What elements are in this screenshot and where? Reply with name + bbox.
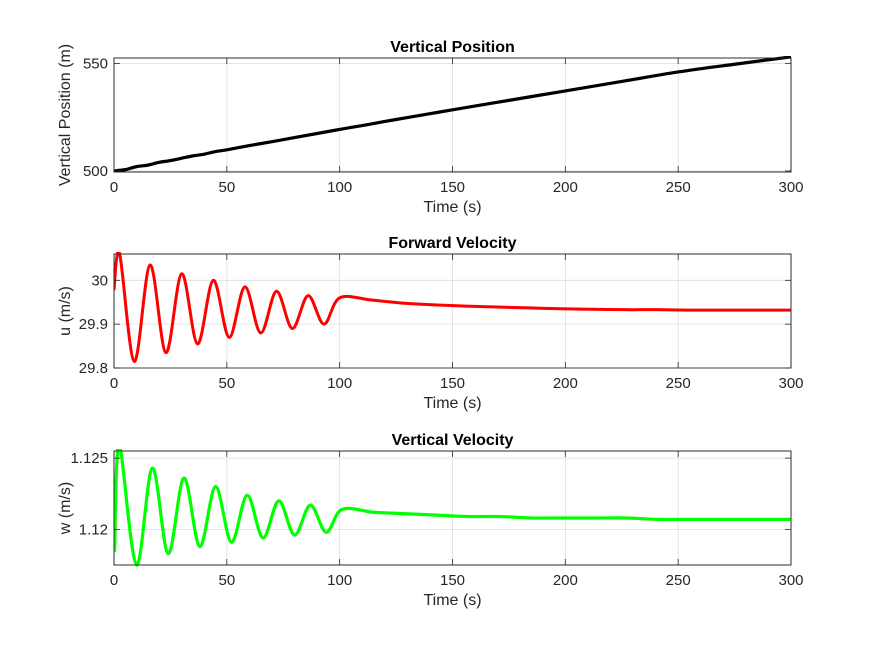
x-tick-label: 50 — [218, 572, 235, 589]
x-tick-label: 150 — [440, 179, 465, 196]
x-tick-label: 300 — [778, 179, 803, 196]
x-tick-label: 300 — [778, 572, 803, 589]
x-tick-label: 150 — [440, 572, 465, 589]
x-tick-label: 50 — [218, 179, 235, 196]
x-tick-label: 150 — [440, 375, 465, 392]
y-tick-label: 30 — [91, 272, 108, 289]
x-tick-label: 0 — [110, 572, 118, 589]
x-tick-label: 200 — [553, 572, 578, 589]
x-tick-label: 250 — [666, 572, 691, 589]
subplot-1: 0 50 100 150 200 250 300 500 550 Vertical Positio… — [57, 39, 804, 216]
x-tick-label: 100 — [327, 179, 352, 196]
x-axis-label: Time (s) — [423, 592, 481, 609]
y-axis-label: Vertical Position (m) — [57, 44, 74, 186]
y-tick-label: 1.12 — [79, 521, 108, 538]
series-line-1 — [114, 252, 791, 363]
series-line-1 — [114, 56, 791, 173]
x-axis-label: Time (s) — [423, 395, 481, 412]
subplot-3: 0 50 100 150 200 250 300 1.12 1.125 Vertical Velo… — [57, 432, 804, 609]
x-tick-label: 0 — [110, 375, 118, 392]
x-axis-label: Time (s) — [423, 199, 481, 216]
y-tick-label: 29.9 — [79, 316, 108, 333]
y-tick-label: 550 — [83, 55, 108, 72]
chart-title: Vertical Velocity — [392, 432, 514, 449]
y-tick-label: 500 — [83, 163, 108, 180]
x-tick-label: 100 — [327, 375, 352, 392]
y-axis-label: w (m/s) — [57, 482, 74, 535]
chart-title: Vertical Position — [390, 39, 514, 56]
chart-title: Forward Velocity — [388, 235, 516, 252]
x-tick-label: 250 — [666, 179, 691, 196]
x-tick-label: 100 — [327, 572, 352, 589]
x-tick-label: 0 — [110, 179, 118, 196]
x-tick-label: 250 — [666, 375, 691, 392]
x-tick-label: 50 — [218, 375, 235, 392]
x-tick-label: 300 — [778, 375, 803, 392]
series-line-1 — [114, 449, 791, 567]
y-axis-label: u (m/s) — [57, 286, 74, 336]
y-tick-label: 29.8 — [79, 360, 108, 377]
subplot-2: 0 50 100 150 200 250 300 29.8 29.9 30 Forward Velo… — [57, 235, 804, 412]
x-tick-label: 200 — [553, 179, 578, 196]
x-tick-label: 200 — [553, 375, 578, 392]
y-tick-label: 1.125 — [70, 450, 108, 467]
